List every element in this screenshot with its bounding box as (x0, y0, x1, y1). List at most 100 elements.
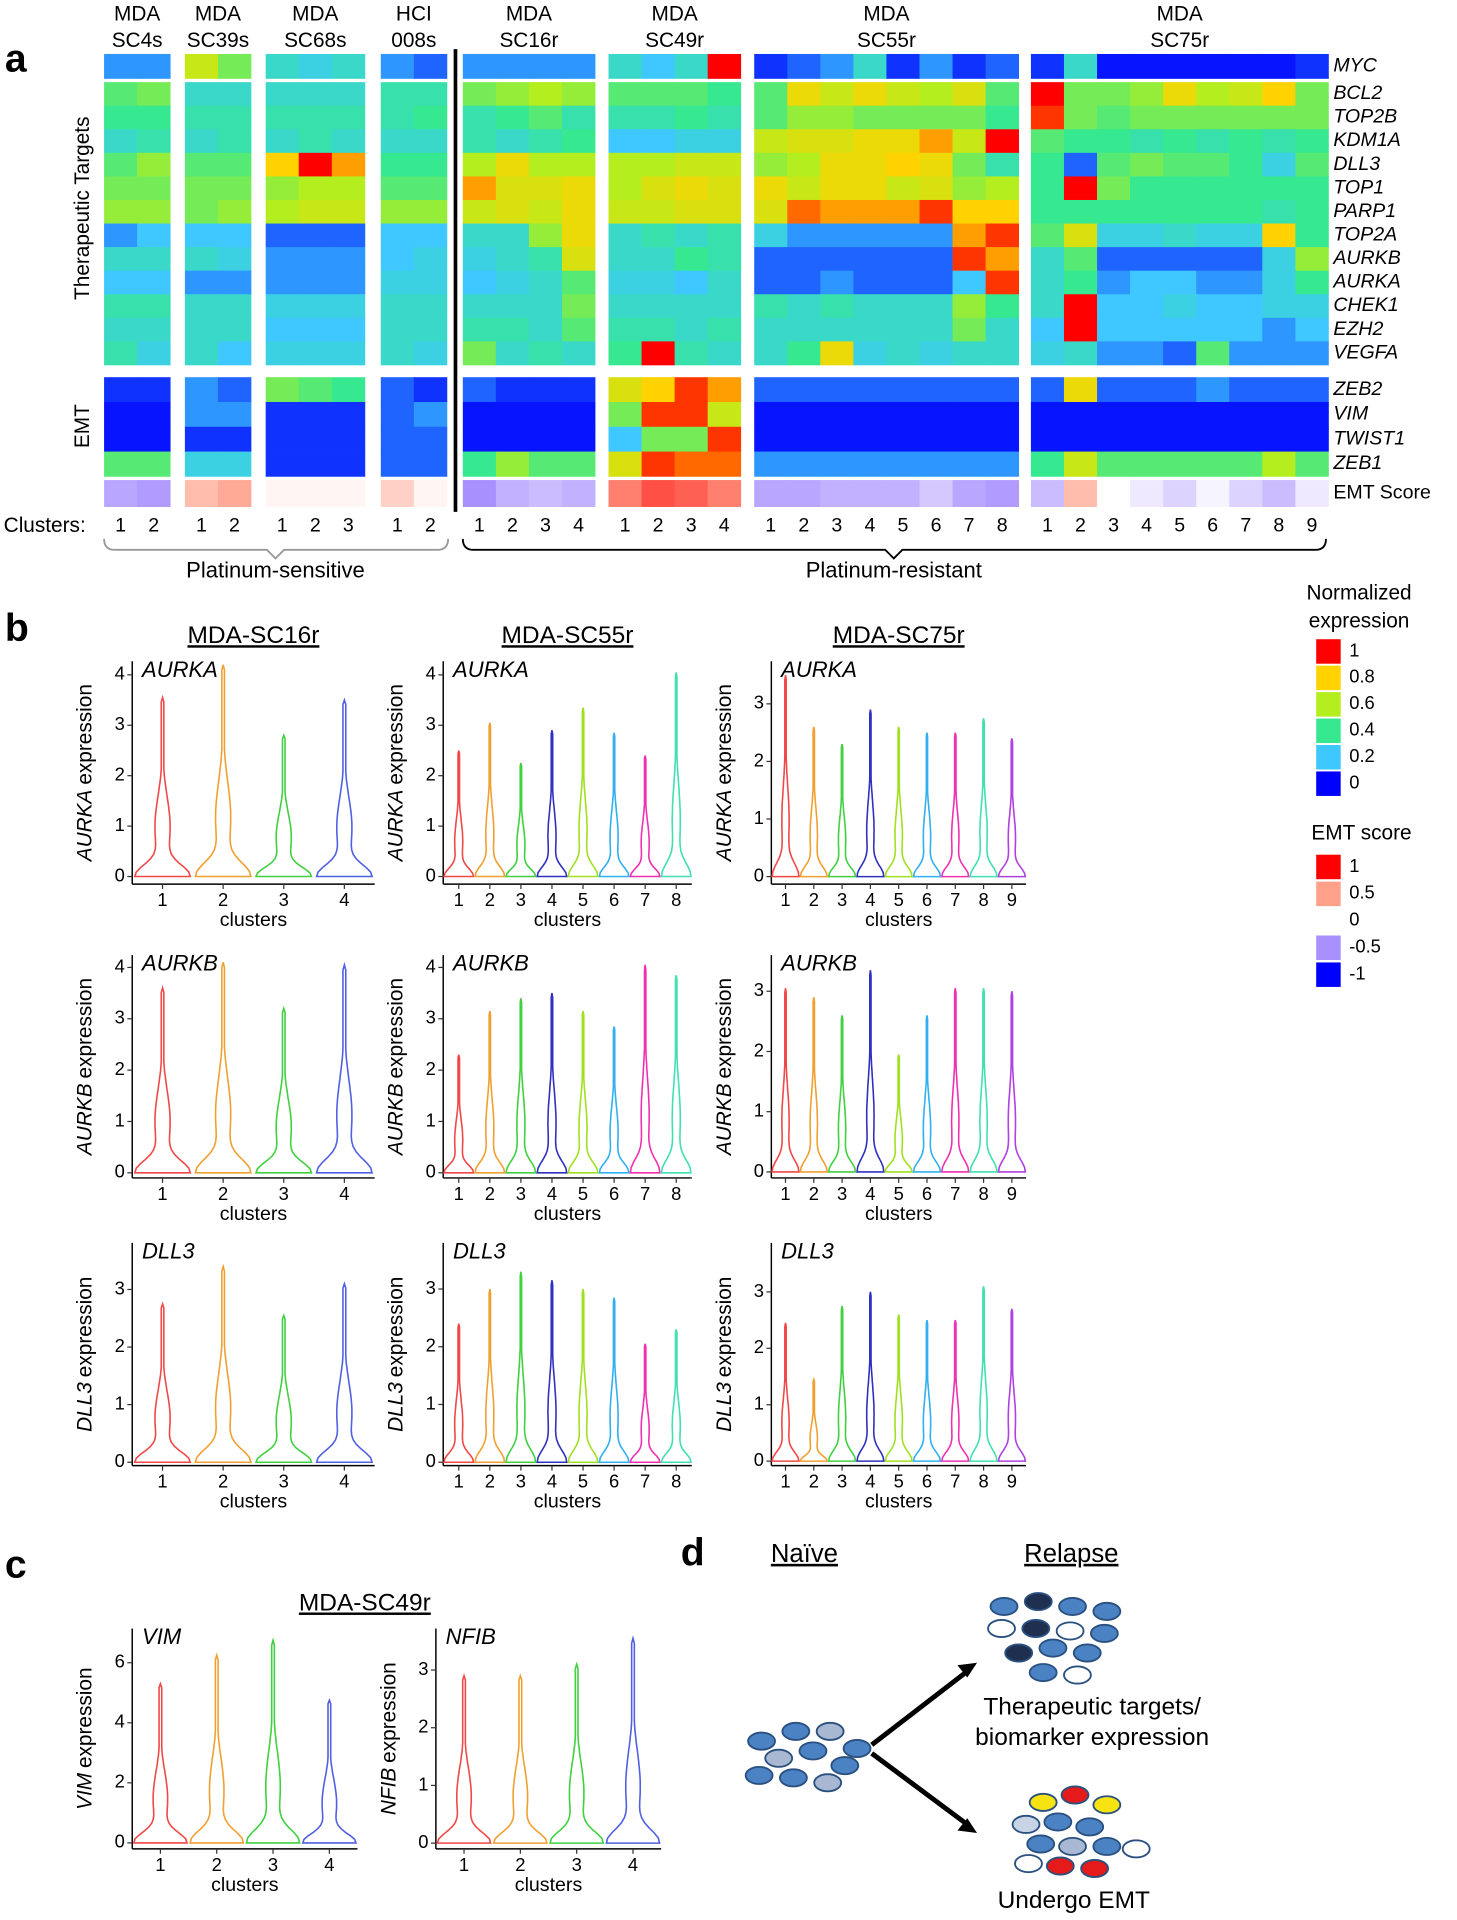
heatmap-cell (707, 294, 742, 319)
heatmap-cell (641, 176, 675, 201)
heatmap-cell (1063, 199, 1098, 224)
heatmap-cell (561, 426, 596, 452)
panel-title: MDA-SC75r (833, 622, 965, 649)
heatmap-cell (707, 341, 742, 366)
heatmap-cell (707, 270, 742, 295)
heatmap-cell (265, 401, 300, 428)
gene-label: AURKA (779, 657, 857, 682)
heatmap-cell (1196, 270, 1230, 295)
heatmap-cell (1196, 199, 1230, 224)
legend-swatch (1316, 771, 1341, 796)
heatmap-cell (1063, 152, 1098, 177)
legend-title: Normalized (1306, 581, 1411, 604)
y-axis-label: DLL3 expression (384, 1277, 407, 1432)
legend-label: -1 (1349, 963, 1365, 984)
heatmap-cell (1130, 105, 1164, 130)
heatmap-cell (137, 451, 171, 477)
heatmap-cell (217, 451, 252, 477)
y-tick-label: 2 (115, 1058, 125, 1079)
heatmap-cell (298, 82, 333, 107)
gene-label: VIM (1333, 403, 1368, 425)
heatmap-cell (754, 377, 788, 403)
y-tick-label: 2 (418, 1716, 428, 1737)
heatmap-cell (608, 377, 642, 403)
x-tick-label: 3 (516, 1183, 526, 1204)
group-label: MDA (1157, 2, 1203, 25)
violin (997, 1308, 1027, 1462)
violin (629, 964, 661, 1174)
heatmap-cell (641, 105, 675, 130)
heatmap-cell (561, 152, 596, 177)
heatmap-cell (298, 401, 333, 428)
heatmap-cell (754, 82, 788, 107)
heatmap-cell (853, 426, 887, 452)
heatmap-cell (674, 129, 709, 154)
heatmap-cell (1063, 176, 1098, 201)
heatmap-cell (1030, 199, 1065, 224)
heatmap-cell (641, 294, 675, 319)
x-axis-label: clusters (211, 1874, 279, 1896)
violin (505, 762, 537, 878)
cluster-label: 1 (196, 515, 207, 537)
y-tick-label: 4 (426, 955, 436, 976)
x-tick-label: 2 (218, 1183, 228, 1204)
heatmap-cell (528, 199, 563, 224)
heatmap-cell (707, 129, 742, 154)
heatmap-cell (707, 247, 742, 272)
emt-score-cell (104, 480, 138, 507)
y-axis-label-gene: DLL3 (712, 1382, 735, 1432)
heatmap-cell (462, 247, 497, 272)
heatmap-cell (853, 377, 887, 403)
x-tick-label: 4 (339, 1471, 349, 1492)
violin (567, 1288, 599, 1464)
heatmap-cell (952, 401, 986, 428)
emt-score-cell (985, 480, 1020, 507)
heatmap-cell (952, 451, 986, 477)
violin (254, 732, 313, 878)
heatmap-cell (1295, 199, 1329, 224)
heatmap-cell (298, 270, 333, 295)
heatmap-cell (1030, 247, 1065, 272)
heatmap-cell (886, 199, 920, 224)
heatmap-cell (495, 341, 530, 366)
x-tick-label: 7 (950, 889, 960, 910)
heatmap-cell (1262, 294, 1296, 319)
cluster-label: 1 (277, 515, 288, 537)
x-tick-label: 2 (515, 1854, 525, 1875)
group-label: MDA (292, 2, 338, 25)
heatmap-cell (919, 294, 953, 319)
heatmap-cell (707, 426, 742, 452)
diagram-label: Therapeutic targets/ (983, 1694, 1201, 1721)
heatmap-cell (380, 377, 415, 403)
gene-label: DLL3 (142, 1238, 195, 1263)
heatmap-cell (641, 247, 675, 272)
violin (629, 755, 661, 878)
heatmap-cell (184, 129, 219, 154)
legend-swatch (1316, 665, 1341, 691)
heatmap-cell (608, 247, 642, 272)
legend-swatch (1316, 745, 1341, 770)
x-tick-label: 7 (640, 889, 650, 910)
x-tick-label: 2 (218, 1471, 228, 1492)
gene-label: AURKA (140, 657, 218, 682)
heatmap-cell (1097, 426, 1131, 452)
heatmap-cell (919, 105, 953, 130)
x-tick-label: 1 (157, 1183, 167, 1204)
heatmap-cell (1130, 270, 1164, 295)
violin (443, 750, 475, 878)
heatmap-cell (985, 377, 1020, 403)
y-tick-label: 3 (418, 1658, 428, 1679)
heatmap-cell (641, 341, 675, 366)
heatmap-cell (707, 176, 742, 201)
violin (132, 1681, 189, 1844)
emt-score-cell (674, 480, 709, 507)
group-label: MDA (863, 2, 909, 25)
heatmap-cell (787, 270, 821, 295)
diagram-label: Undergo EMT (998, 1887, 1150, 1914)
heatmap-cell (1262, 129, 1296, 154)
y-tick-label: 0 (115, 864, 125, 885)
heatmap-cell (1063, 129, 1098, 154)
x-tick-label: 3 (837, 1183, 847, 1204)
heatmap-cell (104, 247, 138, 272)
heatmap-cell (1229, 105, 1263, 130)
